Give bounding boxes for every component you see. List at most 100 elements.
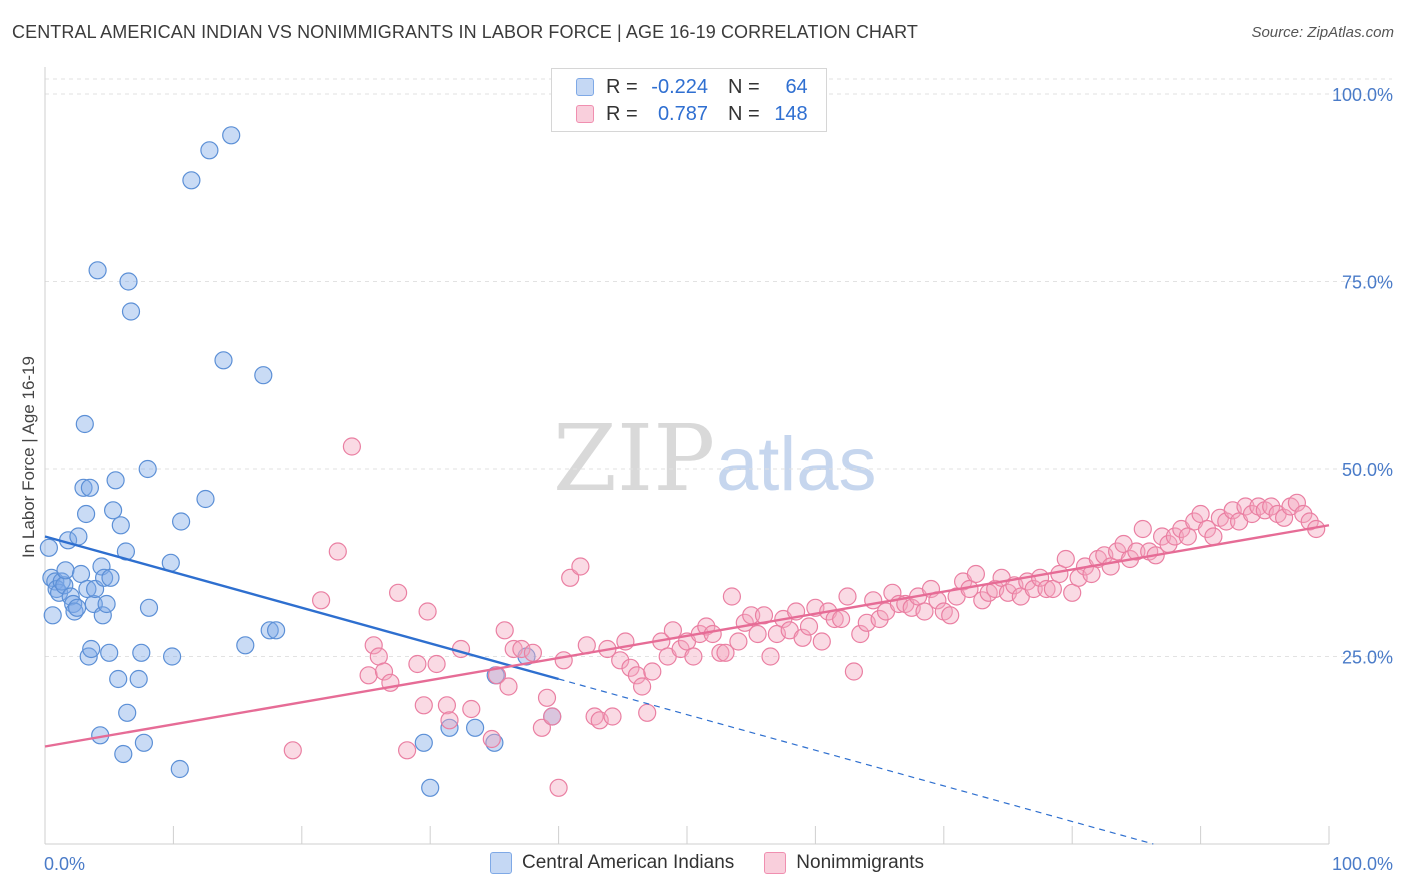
x-tick-label: 100.0% bbox=[1332, 854, 1393, 874]
point-central-american-indians bbox=[71, 564, 91, 584]
legend-n-label: N = bbox=[728, 75, 760, 98]
point-central-american-indians bbox=[170, 759, 189, 779]
legend-n-value: 148 bbox=[774, 102, 808, 125]
point-nonimmigrants bbox=[1236, 497, 1255, 516]
point-nonimmigrants bbox=[941, 606, 960, 625]
point-central-american-indians bbox=[88, 261, 107, 280]
point-nonimmigrants bbox=[1274, 508, 1294, 527]
series-legend: Central American Indians Nonimmigrants bbox=[490, 852, 954, 874]
point-central-american-indians bbox=[111, 516, 130, 535]
point-nonimmigrants bbox=[603, 707, 622, 726]
chart-title: CENTRAL AMERICAN INDIAN VS NONIMMIGRANTS… bbox=[12, 22, 918, 42]
point-central-american-indians bbox=[414, 733, 433, 752]
trend-lines bbox=[44, 524, 1330, 845]
point-nonimmigrants bbox=[359, 666, 378, 685]
point-central-american-indians bbox=[138, 459, 157, 479]
point-central-american-indians bbox=[267, 621, 286, 640]
point-nonimmigrants bbox=[389, 583, 408, 602]
point-nonimmigrants bbox=[418, 602, 437, 621]
point-nonimmigrants bbox=[1063, 583, 1082, 602]
legend-swatch-pink bbox=[576, 105, 594, 123]
point-central-american-indians bbox=[46, 572, 65, 591]
point-nonimmigrants bbox=[711, 643, 730, 662]
data-points bbox=[39, 126, 1326, 797]
series-legend-item-central-american-indians: Central American Indians bbox=[490, 852, 734, 874]
point-nonimmigrants bbox=[1056, 549, 1075, 569]
point-nonimmigrants bbox=[554, 651, 573, 670]
point-nonimmigrants bbox=[1294, 504, 1313, 524]
point-nonimmigrants bbox=[966, 564, 986, 584]
point-nonimmigrants bbox=[549, 778, 568, 797]
point-nonimmigrants bbox=[643, 662, 662, 681]
point-central-american-indians bbox=[69, 527, 88, 546]
y-axis-label: In Labor Force | Age 16-19 bbox=[19, 356, 38, 558]
point-nonimmigrants bbox=[408, 654, 427, 674]
point-nonimmigrants bbox=[973, 591, 992, 610]
point-central-american-indians bbox=[236, 636, 255, 655]
point-nonimmigrants bbox=[374, 662, 394, 681]
series-legend-item-nonimmigrants: Nonimmigrants bbox=[764, 852, 924, 874]
correlation-legend: R = -0.224 N = 64 R = 0.787 N = 148 bbox=[551, 68, 827, 132]
point-nonimmigrants bbox=[462, 699, 481, 719]
point-central-american-indians bbox=[106, 471, 125, 490]
trend-line-nonimmigrants bbox=[44, 524, 1330, 748]
point-nonimmigrants bbox=[1287, 493, 1307, 512]
point-nonimmigrants bbox=[523, 643, 543, 662]
point-central-american-indians bbox=[56, 561, 75, 580]
point-nonimmigrants bbox=[537, 688, 557, 707]
legend-row-central-american-indians: R = -0.224 N = 64 bbox=[576, 75, 808, 99]
series-label: Central American Indians bbox=[522, 852, 735, 873]
point-central-american-indians bbox=[421, 778, 440, 797]
point-nonimmigrants bbox=[543, 707, 562, 726]
point-central-american-indians bbox=[182, 171, 201, 190]
point-nonimmigrants bbox=[793, 628, 812, 647]
point-central-american-indians bbox=[163, 647, 182, 666]
point-nonimmigrants bbox=[1127, 542, 1146, 561]
point-nonimmigrants bbox=[482, 729, 501, 749]
point-nonimmigrants bbox=[729, 632, 748, 651]
trend-line-central-american-indians-extension bbox=[558, 678, 1154, 845]
grid-lines bbox=[45, 78, 1392, 657]
point-central-american-indians bbox=[196, 489, 215, 509]
legend-r-label: R = bbox=[606, 75, 638, 98]
x-tick-label: 0.0% bbox=[44, 854, 85, 874]
point-central-american-indians bbox=[79, 647, 98, 666]
point-central-american-indians bbox=[119, 272, 138, 291]
point-central-american-indians bbox=[139, 598, 159, 617]
y-tick-label: 25.0% bbox=[1342, 648, 1393, 668]
point-central-american-indians bbox=[75, 414, 94, 434]
point-nonimmigrants bbox=[627, 666, 647, 685]
point-nonimmigrants bbox=[437, 696, 456, 715]
point-nonimmigrants bbox=[1191, 504, 1210, 524]
y-tick-label: 50.0% bbox=[1342, 460, 1393, 480]
point-central-american-indians bbox=[254, 366, 273, 385]
point-nonimmigrants bbox=[398, 741, 417, 760]
point-nonimmigrants bbox=[1197, 519, 1217, 539]
point-nonimmigrants bbox=[440, 711, 459, 730]
point-nonimmigrants bbox=[1165, 527, 1185, 546]
point-nonimmigrants bbox=[799, 617, 819, 636]
point-central-american-indians bbox=[214, 351, 233, 370]
point-nonimmigrants bbox=[532, 718, 552, 737]
point-central-american-indians bbox=[129, 669, 148, 689]
legend-row-nonimmigrants: R = 0.787 N = 148 bbox=[576, 102, 808, 126]
point-nonimmigrants bbox=[812, 632, 831, 651]
legend-n-label: N = bbox=[728, 102, 760, 125]
point-nonimmigrants bbox=[1037, 579, 1056, 599]
point-nonimmigrants bbox=[1178, 527, 1197, 546]
point-nonimmigrants bbox=[621, 658, 640, 677]
point-nonimmigrants bbox=[364, 636, 383, 655]
point-nonimmigrants bbox=[722, 587, 742, 606]
point-central-american-indians bbox=[101, 568, 120, 587]
point-central-american-indians bbox=[260, 621, 279, 640]
point-central-american-indians bbox=[200, 141, 219, 160]
trend-line-central-american-indians bbox=[44, 535, 559, 681]
axes bbox=[44, 67, 1330, 845]
point-central-american-indians bbox=[109, 669, 128, 689]
point-nonimmigrants bbox=[870, 609, 889, 629]
legend-r-value: -0.224 bbox=[651, 75, 708, 98]
point-nonimmigrants bbox=[703, 624, 722, 644]
point-central-american-indians bbox=[222, 126, 241, 145]
point-nonimmigrants bbox=[414, 696, 433, 715]
